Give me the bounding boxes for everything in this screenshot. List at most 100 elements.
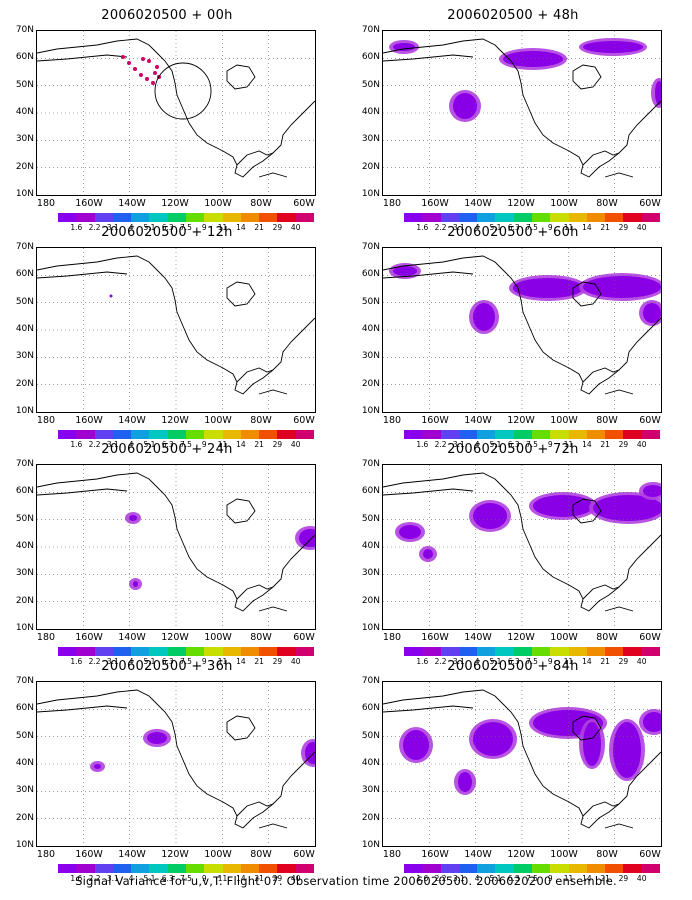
- colorbar-label: 14: [582, 657, 592, 666]
- longitude-label: 80W: [250, 849, 272, 860]
- latitude-label: 60N: [361, 486, 380, 497]
- colorbar-swatch: [94, 647, 113, 656]
- colorbar-swatch: [458, 864, 478, 873]
- colorbar-swatch: [513, 213, 532, 222]
- longitude-label: 180: [382, 632, 402, 643]
- colorbar-swatch: [568, 213, 587, 222]
- longitude-label: 180: [382, 198, 402, 209]
- colorbar-label: 4: [474, 440, 480, 449]
- map-svg: [383, 682, 661, 846]
- colorbar-swatch: [550, 864, 569, 873]
- map-svg: [37, 465, 315, 629]
- latitude-label: 10N: [361, 406, 380, 416]
- colorbar-label: 5.1: [489, 440, 502, 449]
- colorbar-label: 29: [272, 223, 283, 232]
- target-circle: [154, 62, 212, 120]
- colorbar-swatch: [458, 430, 478, 439]
- colorbar-label: 40: [290, 657, 301, 666]
- colorbar-swatch: [240, 647, 260, 656]
- colorbar-swatch: [550, 213, 569, 222]
- panel-title: 2006020500 + 00h: [101, 8, 233, 23]
- colorbar-label: 7.5: [526, 874, 538, 883]
- colorbar-labels: 1.6 2.2 3.1 4 5.1 6.3 7.5 9 11 14 21 29 40: [58, 657, 314, 667]
- colorbar-swatch: [495, 864, 514, 873]
- colorbar: [404, 213, 660, 222]
- variance-blob-core: [613, 722, 641, 778]
- colorbar-label: 14: [236, 874, 246, 883]
- latitude-label: 60N: [15, 52, 34, 63]
- latitude-label: 70N: [15, 459, 34, 469]
- latitude-label: 70N: [361, 25, 380, 35]
- colorbar-swatch: [495, 213, 514, 222]
- colorbar-swatch: [641, 430, 660, 439]
- longitude-label: 100W: [550, 198, 578, 209]
- latitude-label: 20N: [361, 378, 380, 389]
- coastline: [236, 584, 274, 600]
- colorbar-label: 5.1: [143, 657, 156, 666]
- colorbar-swatch: [586, 864, 606, 873]
- colorbar-label: 21: [600, 874, 610, 883]
- colorbar-swatch: [641, 213, 660, 222]
- colorbar-swatch: [295, 647, 314, 656]
- map-area: [382, 464, 662, 630]
- colorbar-label: 9: [201, 223, 207, 232]
- colorbar-label: 6.3: [161, 874, 174, 883]
- coastline: [383, 271, 474, 279]
- longitude-label: 120W: [161, 849, 189, 860]
- colorbar-swatch: [623, 864, 642, 873]
- latitude-label: 30N: [361, 785, 380, 796]
- longitude-label: 80W: [596, 198, 618, 209]
- colorbar-label: 11: [563, 657, 574, 666]
- colorbar-label: 1.6: [70, 874, 83, 883]
- colorbar-label: 1.6: [70, 440, 83, 449]
- colorbar-label: 9: [547, 657, 553, 666]
- colorbar-swatch: [295, 864, 314, 873]
- colorbar-label: 9: [547, 874, 553, 883]
- colorbar-swatch: [112, 213, 132, 222]
- map-area: [382, 30, 662, 196]
- panel-title: 2006020500 + 60h: [447, 225, 579, 240]
- latitude-label: 70N: [15, 242, 34, 252]
- coastline: [604, 389, 634, 395]
- colorbar-label: 3.1: [452, 874, 465, 883]
- latitude-label: 50N: [15, 296, 34, 307]
- colorbar-label: 7.5: [526, 657, 538, 666]
- colorbar-labels: 1.6 2.2 3.1 4 5.1 6.3 7.5 9 11 14 21 29 40: [404, 657, 660, 667]
- longitude-label: 180: [36, 415, 56, 426]
- map-svg: [383, 465, 661, 629]
- latitude-label: 20N: [15, 378, 34, 389]
- colorbar-swatch: [550, 430, 569, 439]
- map-svg: [383, 248, 661, 412]
- latitude-label: 20N: [15, 161, 34, 172]
- coastline: [37, 271, 128, 279]
- colorbar-label: 14: [236, 223, 246, 232]
- colorbar-label: 40: [636, 657, 647, 666]
- observation-dot: [147, 59, 151, 63]
- colorbar-swatch: [240, 213, 260, 222]
- variance-blob-core: [133, 581, 138, 587]
- latitude-label: 70N: [361, 242, 380, 252]
- latitude-label: 70N: [15, 676, 34, 686]
- longitude-label: 120W: [507, 849, 535, 860]
- colorbar-swatch: [513, 864, 532, 873]
- variance-blob-core: [423, 549, 433, 559]
- coastline: [604, 823, 634, 829]
- longitude-label: 60W: [293, 198, 315, 209]
- longitude-label: 160W: [75, 415, 103, 426]
- colorbar-swatch: [586, 430, 606, 439]
- colorbar-swatch: [240, 864, 260, 873]
- longitude-label: 60W: [639, 632, 661, 643]
- longitude-label: 180: [36, 198, 56, 209]
- variance-blob-core: [583, 276, 661, 298]
- latitude-label: 50N: [361, 296, 380, 307]
- panel-title: 2006020500 + 36h: [101, 659, 233, 674]
- longitude-label: 140W: [464, 632, 492, 643]
- longitude-label: 100W: [550, 849, 578, 860]
- colorbar-swatch: [277, 864, 296, 873]
- panel-title: 2006020500 + 84h: [447, 659, 579, 674]
- observation-dot: [155, 65, 159, 69]
- colorbar-swatch: [167, 213, 186, 222]
- variance-blob-core: [503, 51, 563, 67]
- latitude-label: 50N: [15, 513, 34, 524]
- coastline: [37, 488, 128, 496]
